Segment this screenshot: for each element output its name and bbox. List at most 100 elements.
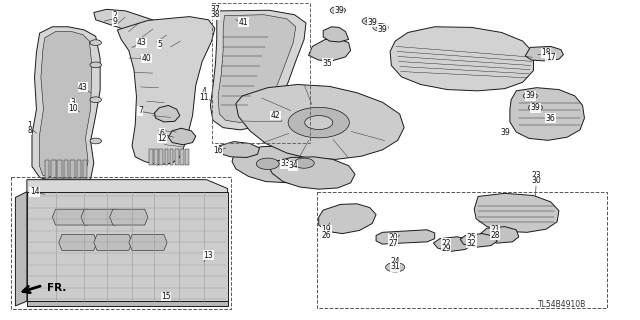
Polygon shape	[185, 149, 189, 165]
Polygon shape	[390, 27, 534, 91]
Polygon shape	[51, 160, 56, 179]
Text: 25: 25	[467, 233, 476, 242]
Text: FR.: FR.	[47, 283, 67, 292]
Text: 10: 10	[68, 104, 77, 113]
Circle shape	[524, 92, 538, 100]
Text: 38: 38	[210, 10, 220, 19]
Polygon shape	[59, 235, 97, 251]
Text: 14: 14	[29, 187, 39, 196]
Text: TL54B4910B: TL54B4910B	[538, 300, 586, 309]
Polygon shape	[27, 192, 228, 301]
Text: 18: 18	[541, 48, 551, 57]
Circle shape	[305, 116, 333, 130]
Polygon shape	[232, 146, 334, 183]
Polygon shape	[129, 235, 167, 251]
Text: 21: 21	[490, 225, 500, 234]
Text: 30: 30	[532, 176, 541, 185]
Polygon shape	[269, 157, 355, 189]
Text: 1: 1	[27, 121, 32, 130]
Polygon shape	[154, 149, 158, 165]
Polygon shape	[52, 209, 91, 225]
Polygon shape	[525, 46, 563, 61]
Polygon shape	[40, 32, 92, 178]
Circle shape	[90, 40, 101, 45]
Polygon shape	[109, 209, 148, 225]
Text: 29: 29	[442, 244, 451, 253]
Bar	[212, 3, 310, 142]
Text: 13: 13	[204, 251, 213, 260]
Text: 3: 3	[70, 99, 75, 108]
Polygon shape	[149, 149, 153, 165]
Text: 19: 19	[321, 225, 331, 234]
Text: 16: 16	[213, 146, 223, 155]
Polygon shape	[27, 180, 228, 194]
Polygon shape	[474, 193, 559, 232]
Circle shape	[362, 17, 378, 25]
Text: 22: 22	[442, 239, 451, 248]
Text: 5: 5	[157, 40, 162, 49]
Text: 39: 39	[334, 6, 344, 15]
Circle shape	[529, 104, 542, 111]
Polygon shape	[376, 230, 435, 244]
Text: 42: 42	[271, 111, 280, 120]
Text: 6: 6	[159, 129, 164, 138]
Bar	[11, 178, 231, 309]
Polygon shape	[175, 149, 179, 165]
Polygon shape	[32, 27, 100, 182]
Polygon shape	[15, 192, 27, 306]
Polygon shape	[81, 209, 119, 225]
Polygon shape	[117, 17, 215, 165]
Text: 31: 31	[390, 262, 400, 271]
Circle shape	[334, 8, 342, 12]
Polygon shape	[170, 149, 173, 165]
Text: 9: 9	[113, 17, 117, 26]
Polygon shape	[94, 9, 199, 54]
Circle shape	[288, 107, 349, 138]
Circle shape	[90, 62, 101, 68]
Polygon shape	[308, 39, 351, 61]
Text: 39: 39	[367, 18, 377, 27]
Circle shape	[90, 138, 101, 144]
Text: 37: 37	[210, 5, 220, 14]
Text: 15: 15	[161, 292, 171, 301]
Text: 33: 33	[280, 159, 290, 168]
Text: 2: 2	[113, 11, 117, 20]
Polygon shape	[180, 149, 184, 165]
Polygon shape	[159, 149, 163, 165]
Bar	[317, 192, 607, 308]
Text: 41: 41	[239, 18, 248, 27]
Text: 32: 32	[467, 239, 476, 248]
Circle shape	[377, 26, 385, 29]
Text: 28: 28	[490, 231, 500, 240]
Circle shape	[90, 97, 101, 103]
Polygon shape	[168, 128, 196, 145]
Text: 39: 39	[531, 103, 540, 112]
Polygon shape	[83, 160, 88, 179]
Circle shape	[294, 158, 314, 168]
Circle shape	[532, 106, 539, 109]
Text: 24: 24	[390, 257, 400, 266]
Circle shape	[330, 6, 346, 14]
Text: 43: 43	[137, 38, 147, 47]
Polygon shape	[510, 88, 584, 140]
Polygon shape	[236, 84, 404, 159]
Text: 7: 7	[138, 106, 143, 115]
Text: 39: 39	[525, 92, 535, 100]
Polygon shape	[94, 235, 132, 251]
Polygon shape	[164, 149, 168, 165]
Polygon shape	[64, 160, 68, 179]
Text: 12: 12	[157, 134, 166, 143]
Text: 20: 20	[388, 233, 398, 242]
Circle shape	[391, 265, 399, 269]
Text: 36: 36	[546, 114, 556, 123]
Circle shape	[366, 19, 374, 23]
Text: 40: 40	[142, 54, 152, 63]
Text: 39: 39	[500, 128, 509, 137]
Text: 8: 8	[27, 126, 32, 135]
Polygon shape	[460, 234, 497, 247]
Polygon shape	[218, 15, 296, 123]
Text: 27: 27	[388, 239, 398, 248]
Text: 4: 4	[202, 87, 207, 96]
Polygon shape	[323, 27, 349, 42]
Circle shape	[386, 262, 404, 272]
